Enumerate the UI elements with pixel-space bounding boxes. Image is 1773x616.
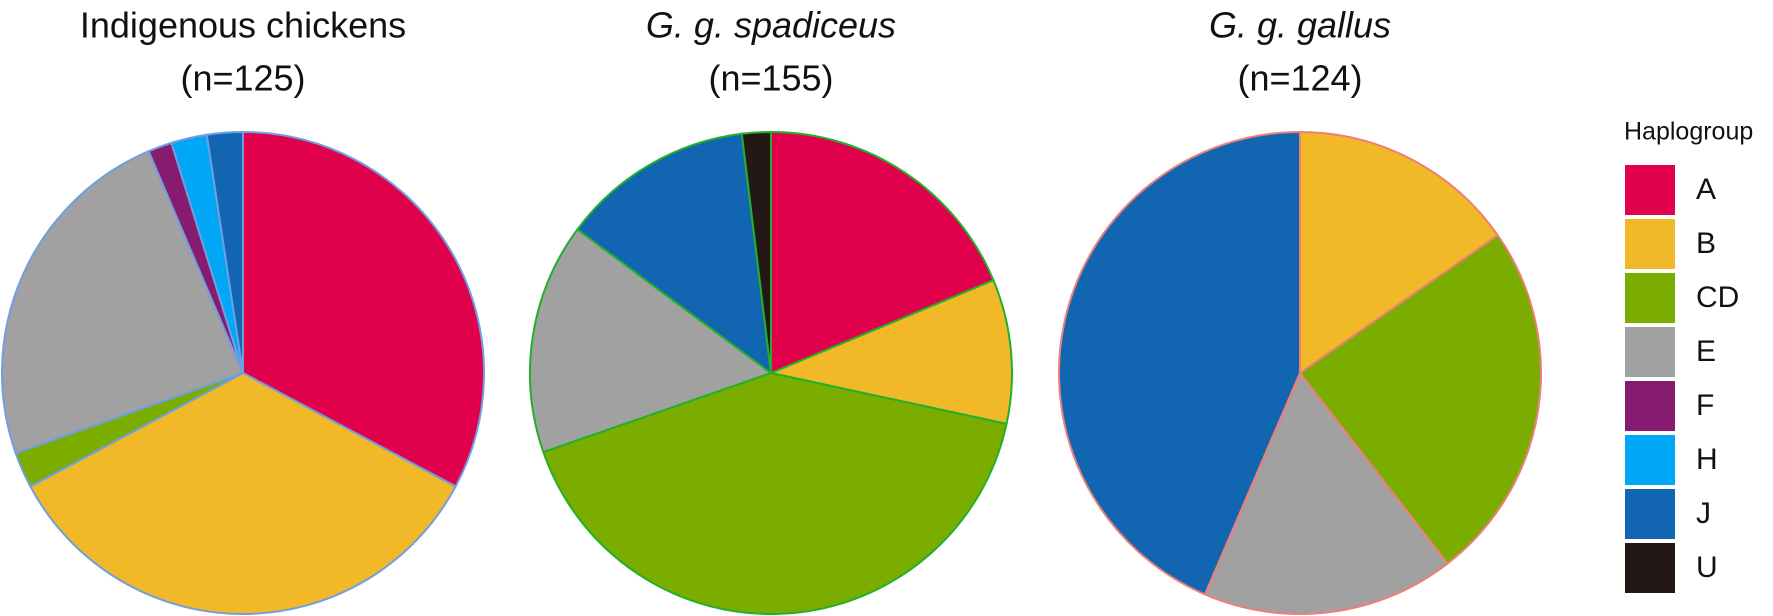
- pie-slice: [1299, 131, 1499, 374]
- legend-label: H: [1696, 443, 1718, 476]
- legend-swatch: [1625, 543, 1675, 593]
- pie-slice: [29, 372, 457, 615]
- legend-label: J: [1696, 497, 1711, 530]
- legend-swatch: [1625, 381, 1675, 431]
- pie-slice: [1203, 372, 1449, 615]
- legend-label: E: [1696, 335, 1716, 368]
- legend-label: CD: [1696, 281, 1739, 314]
- legend-label: B: [1696, 227, 1716, 260]
- chart-subtitle: (n=155): [708, 58, 833, 99]
- legend-swatch: [1625, 219, 1675, 269]
- chart-subtitle: (n=125): [180, 58, 305, 99]
- pie-slice: [1299, 234, 1542, 565]
- chart-title: G. g. gallus: [1209, 5, 1391, 46]
- legend-swatch: [1625, 327, 1675, 377]
- chart-title: G. g. spadiceus: [646, 5, 896, 46]
- pie-slice: [1058, 131, 1301, 596]
- pie-slice: [576, 132, 772, 374]
- pie-slice: [529, 228, 772, 454]
- legend-swatch: [1625, 273, 1675, 323]
- chart-title: Indigenous chickens: [80, 5, 406, 46]
- pie-slice: [770, 131, 995, 374]
- pie-slice: [1, 150, 244, 455]
- pie-slice: [740, 131, 772, 374]
- pie-slice: [242, 131, 485, 488]
- pie-slice: [542, 372, 1008, 615]
- legend-title: Haplogroup: [1624, 118, 1753, 146]
- chart-subtitle: (n=124): [1237, 58, 1362, 99]
- legend-swatch: [1625, 165, 1675, 215]
- legend-label: F: [1696, 389, 1714, 422]
- pie-slice: [770, 279, 1013, 425]
- legend-label: U: [1696, 551, 1718, 584]
- pie-slice: [205, 131, 244, 374]
- legend-label: A: [1696, 173, 1716, 206]
- legend-swatch: [1625, 489, 1675, 539]
- legend-swatch: [1625, 435, 1675, 485]
